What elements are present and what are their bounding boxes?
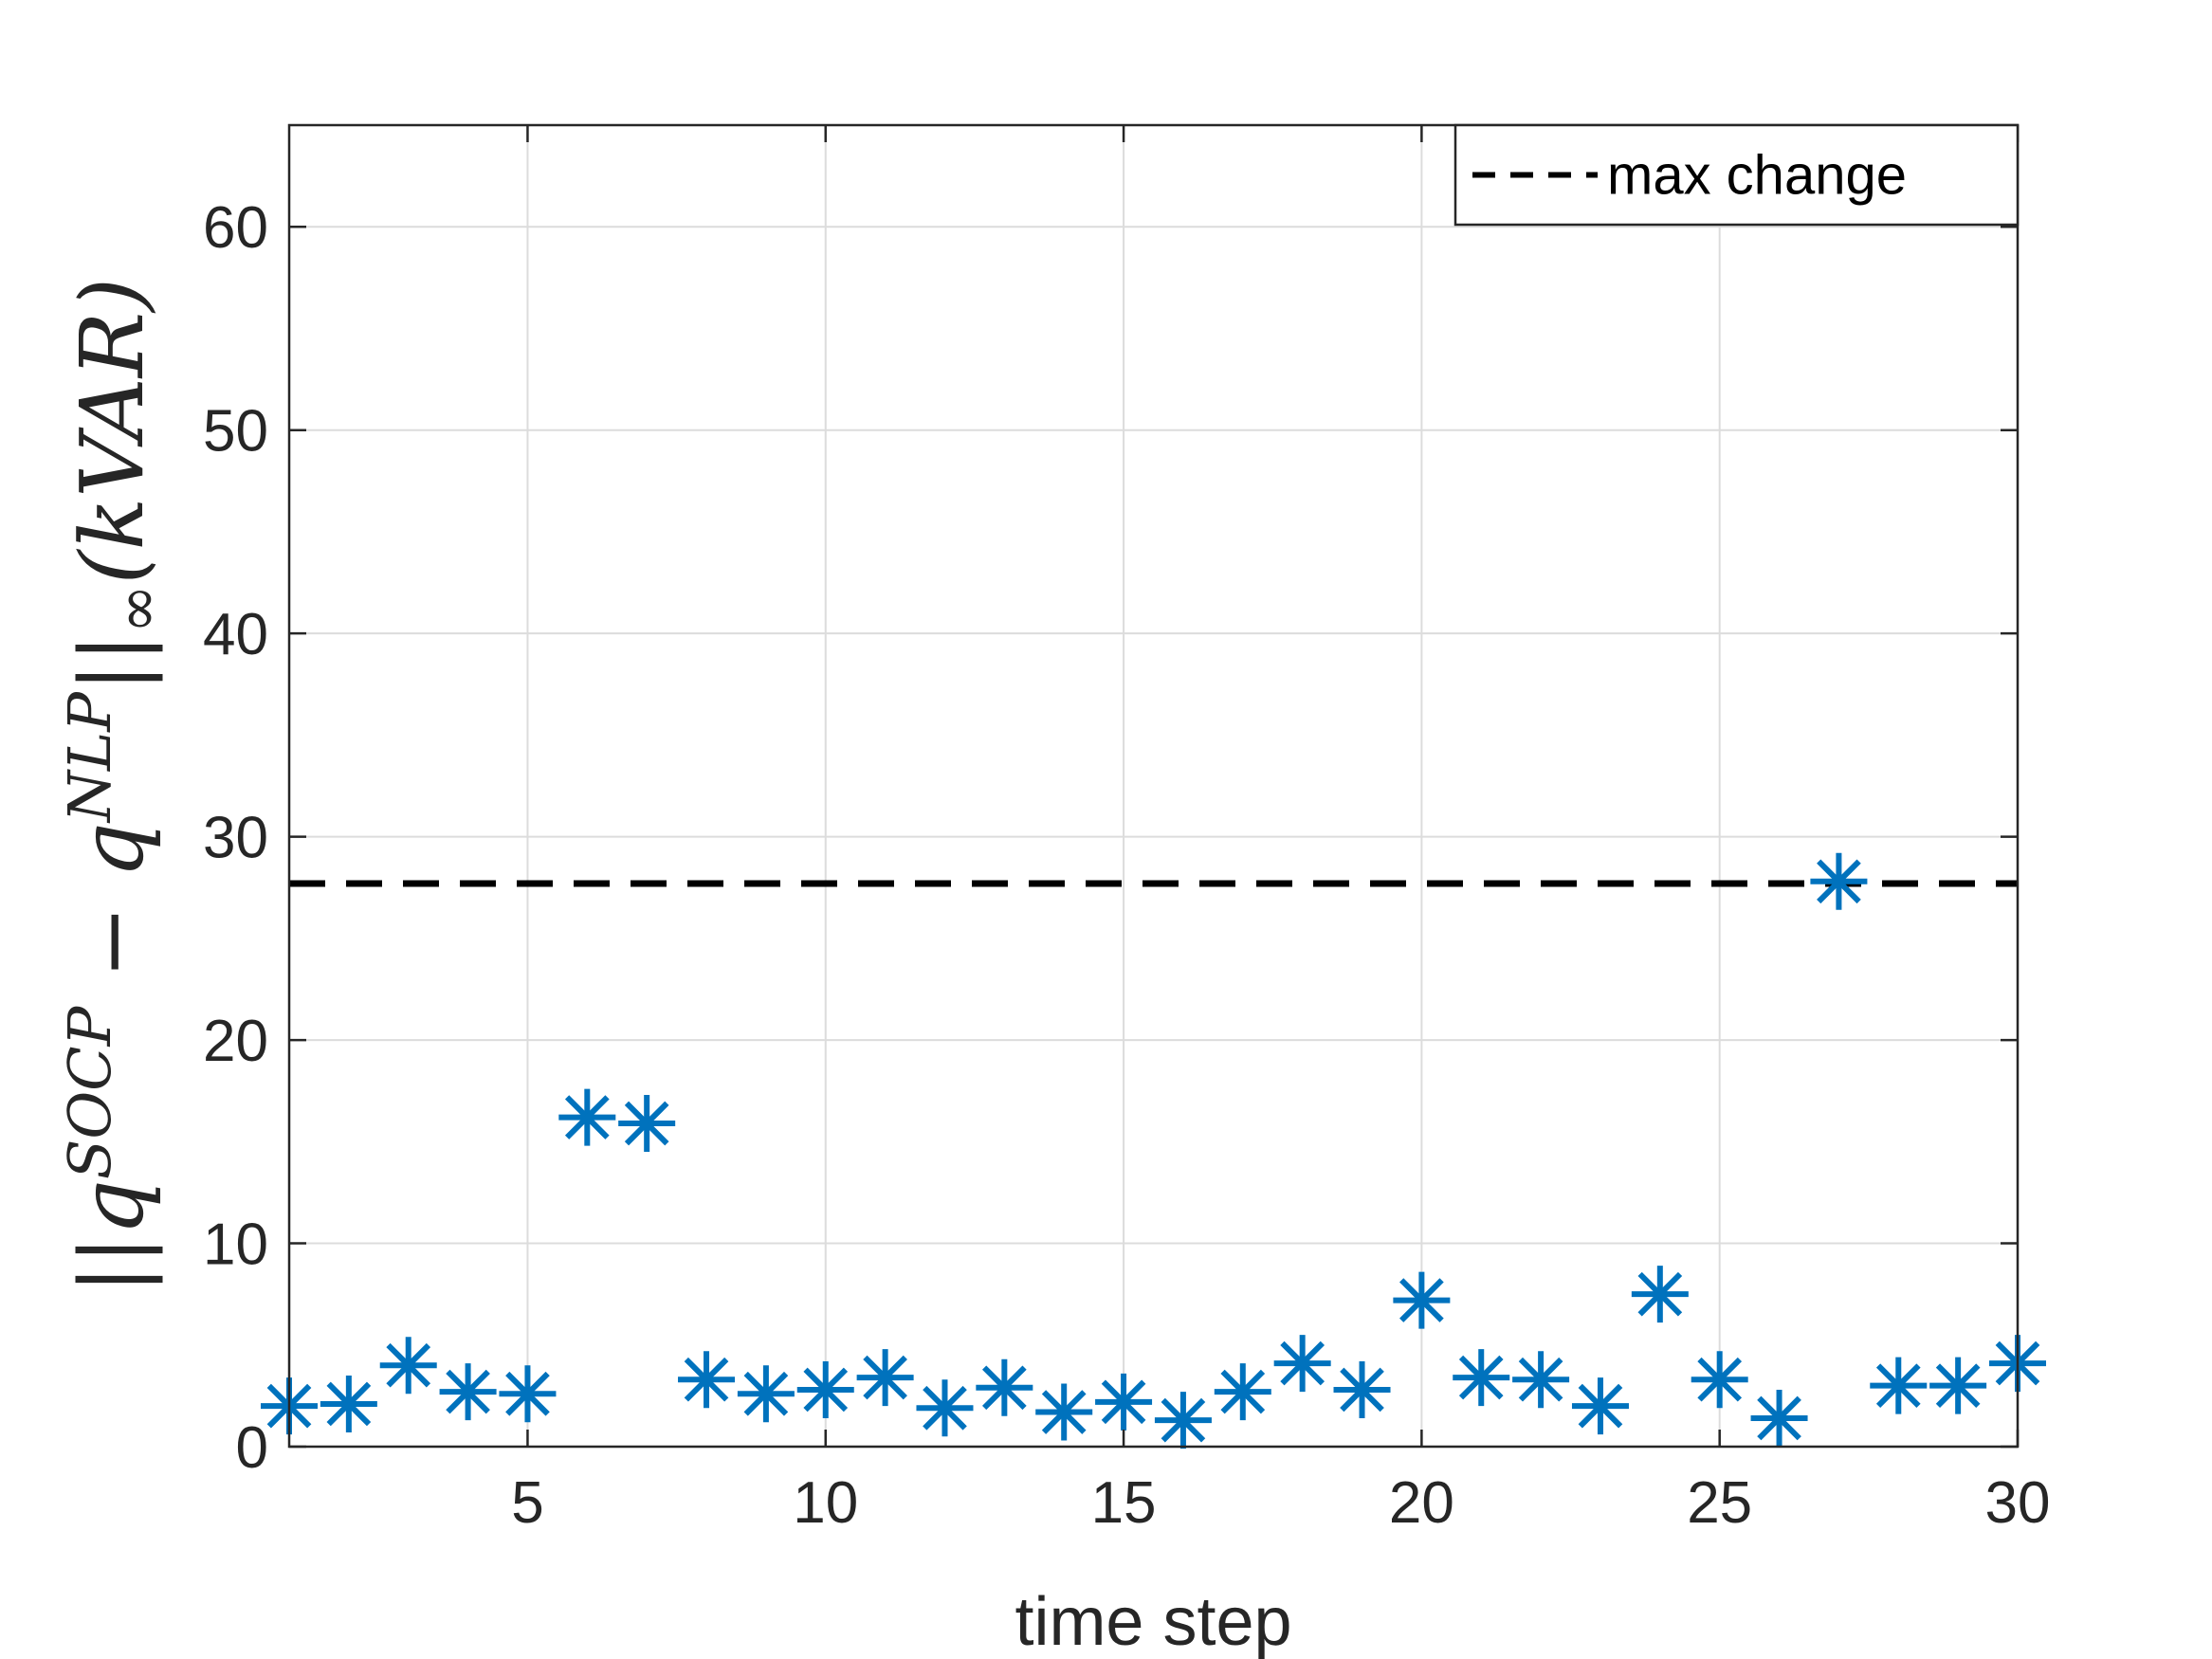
svg-text:||qSOCP − qNLP||∞(kVAR): ||qSOCP − qNLP||∞(kVAR): [55, 278, 172, 1294]
y-tick-label-20: 20: [203, 1009, 268, 1074]
data-point-26: [1750, 1389, 1808, 1447]
plot-frame: [287, 123, 2020, 1449]
y-label-open: ||q: [62, 1179, 163, 1294]
x-tick-label-20: 20: [1389, 1470, 1454, 1536]
data-point-2: [320, 1375, 377, 1432]
y-tick-label-10: 10: [203, 1212, 268, 1278]
y-label-unit: (kVAR): [62, 278, 163, 584]
data-point-13: [976, 1358, 1033, 1416]
data-point-20: [1393, 1271, 1451, 1329]
data-point-3: [379, 1337, 437, 1395]
data-point-5: [499, 1365, 557, 1423]
y-tick-label-40: 40: [203, 602, 268, 667]
data-point-19: [1333, 1360, 1391, 1418]
x-tick-label-25: 25: [1687, 1470, 1752, 1536]
x-tick-label-30: 30: [1985, 1470, 2051, 1536]
y-tick-label-50: 50: [203, 399, 268, 465]
data-point-9: [737, 1365, 795, 1423]
data-point-21: [1453, 1349, 1510, 1407]
y-tick-label-30: 30: [203, 806, 268, 871]
data-point-18: [1273, 1335, 1331, 1393]
plot-background: [289, 125, 2018, 1447]
data-point-6: [558, 1088, 616, 1146]
y-label-sup-nlp: NLP: [55, 691, 124, 824]
y-label-sup-socp: SOCP: [55, 1005, 124, 1179]
legend: max change: [1453, 123, 2020, 227]
data-point-14: [1035, 1383, 1093, 1441]
data-point-8: [678, 1351, 736, 1409]
grid: [289, 125, 2018, 1447]
y-tick-label-0: 0: [236, 1415, 268, 1481]
legend-entry-max-change: max change: [1607, 145, 1907, 207]
data-point-28: [1870, 1357, 1928, 1414]
x-tick-label-5: 5: [511, 1470, 543, 1536]
y-label-sub-inf: ∞: [102, 584, 172, 633]
data-point-15: [1095, 1373, 1153, 1431]
x-tick-label-10: 10: [793, 1470, 858, 1536]
data-point-24: [1631, 1266, 1689, 1323]
data-point-27: [1810, 852, 1868, 910]
data-point-29: [1929, 1357, 1987, 1414]
x-axis-label: time step: [1015, 1584, 1291, 1659]
data-point-23: [1571, 1377, 1629, 1435]
y-axis-label: ||qSOCP − qNLP||∞(kVAR): [55, 278, 172, 1294]
x-tick-label-15: 15: [1091, 1470, 1157, 1536]
y-label-minus: − q: [62, 822, 163, 1006]
data-point-16: [1154, 1392, 1212, 1449]
data-point-12: [916, 1379, 974, 1437]
data-point-7: [618, 1095, 676, 1153]
y-tick-label-60: 60: [203, 195, 268, 261]
data-point-22: [1512, 1351, 1570, 1409]
data-point-17: [1214, 1363, 1271, 1421]
axis-ticks: 5 10 15 20 25 30 0 10 20 30 40 50 60: [203, 125, 2050, 1536]
data-point-25: [1691, 1351, 1748, 1409]
y-label-close: ||: [62, 633, 163, 692]
data-point-11: [856, 1349, 914, 1407]
data-point-10: [796, 1360, 854, 1418]
data-point-4: [439, 1363, 497, 1421]
